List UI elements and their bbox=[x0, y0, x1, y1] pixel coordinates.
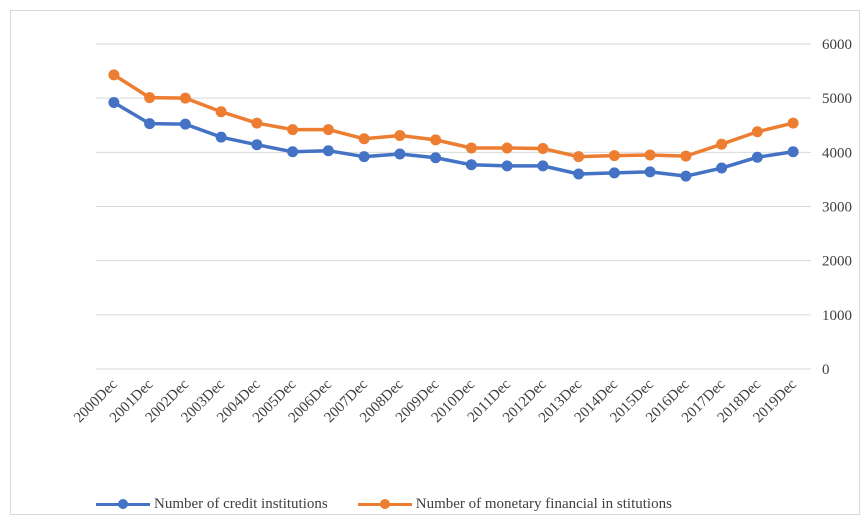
data-point-series-1 bbox=[716, 138, 728, 150]
data-point-series-1 bbox=[430, 134, 442, 146]
y-tick-label: 6000 bbox=[822, 37, 852, 53]
data-point-series-0 bbox=[573, 168, 585, 180]
y-tick-label: 3000 bbox=[822, 200, 852, 216]
data-point-series-0 bbox=[215, 131, 227, 143]
data-point-series-1 bbox=[573, 151, 585, 163]
data-point-series-1 bbox=[787, 117, 799, 129]
x-axis-tick-labels: 2000Dec2001Dec2002Dec2003Dec2004Dec2005D… bbox=[71, 376, 800, 426]
data-point-series-0 bbox=[322, 145, 334, 157]
y-axis-tick-labels: 0 1000 2000 3000 4000 5000 6000 bbox=[822, 37, 852, 378]
data-point-series-1 bbox=[394, 130, 406, 142]
data-point-series-0 bbox=[608, 167, 620, 179]
data-point-series-1 bbox=[144, 92, 156, 104]
legend-label-credit: Number of credit institutions bbox=[154, 495, 328, 512]
data-point-series-0 bbox=[144, 118, 156, 130]
data-point-series-1 bbox=[644, 149, 656, 161]
data-point-series-0 bbox=[680, 170, 692, 182]
chart-frame: 0 1000 2000 3000 4000 5000 6000 2000Dec 2001Dec… bbox=[10, 10, 860, 515]
series-line-1 bbox=[112, 73, 794, 159]
legend-swatch-credit bbox=[96, 498, 150, 509]
data-point-series-1 bbox=[680, 150, 692, 162]
y-tick-label: 1000 bbox=[822, 308, 852, 324]
data-point-series-0 bbox=[787, 146, 799, 158]
data-point-series-0 bbox=[108, 97, 120, 108]
data-point-series-0 bbox=[358, 151, 370, 163]
data-point-series-0 bbox=[430, 152, 442, 164]
series-lines bbox=[108, 69, 799, 182]
y-tick-label: 4000 bbox=[822, 145, 852, 161]
data-point-series-1 bbox=[465, 142, 477, 154]
data-point-series-1 bbox=[322, 124, 334, 136]
data-point-series-1 bbox=[108, 69, 120, 81]
data-point-series-1 bbox=[215, 106, 227, 118]
data-point-series-1 bbox=[251, 117, 263, 129]
legend: Number of credit institutions Number of … bbox=[96, 493, 702, 515]
y-tick-label: 2000 bbox=[822, 254, 852, 270]
data-point-series-0 bbox=[501, 160, 513, 172]
data-point-series-0 bbox=[716, 162, 728, 174]
legend-item-credit-institutions: Number of credit institutions bbox=[96, 496, 328, 513]
y-tick-label: 0 bbox=[822, 362, 830, 378]
data-point-series-1 bbox=[501, 142, 513, 154]
legend-swatch-monetary bbox=[357, 498, 412, 509]
data-point-series-0 bbox=[465, 159, 477, 171]
line-chart: 0 1000 2000 3000 4000 5000 6000 2000Dec2001Dec… bbox=[71, 37, 852, 426]
series-line-0 bbox=[112, 100, 794, 178]
data-point-series-1 bbox=[608, 150, 620, 162]
legend-item-monetary-institutions: Number of monetary financial in stitutio… bbox=[357, 495, 672, 513]
data-point-series-1 bbox=[751, 126, 763, 138]
data-point-series-1 bbox=[287, 124, 299, 136]
data-point-series-0 bbox=[644, 166, 656, 178]
y-tick-label: 5000 bbox=[822, 91, 852, 107]
data-point-series-1 bbox=[358, 133, 370, 145]
data-point-series-1 bbox=[537, 143, 549, 155]
data-point-series-0 bbox=[394, 148, 406, 160]
data-point-series-0 bbox=[537, 160, 549, 172]
data-point-series-0 bbox=[179, 118, 191, 130]
data-point-series-0 bbox=[287, 146, 299, 158]
data-point-series-0 bbox=[251, 139, 263, 151]
gridlines bbox=[96, 43, 811, 370]
legend-label-monetary: Number of monetary financial in stitutio… bbox=[415, 495, 672, 512]
data-point-series-0 bbox=[751, 151, 763, 163]
data-point-series-1 bbox=[179, 92, 191, 104]
